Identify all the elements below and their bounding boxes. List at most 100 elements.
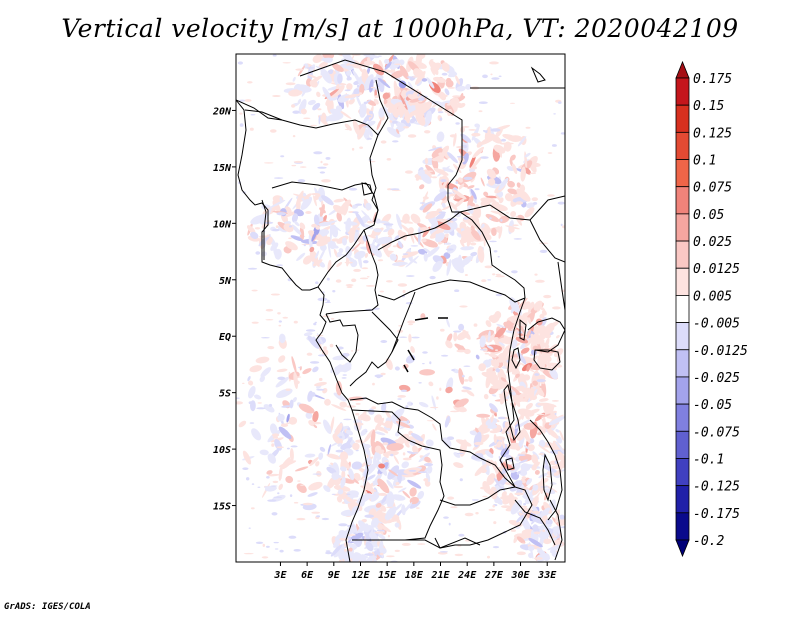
field-cell: [459, 478, 463, 482]
field-cell: [250, 114, 256, 116]
field-cell: [236, 401, 243, 405]
field-cell: [267, 345, 275, 350]
field-cell: [517, 297, 528, 310]
field-cell: [370, 238, 376, 250]
field-cell: [515, 336, 529, 344]
field-cell: [311, 511, 321, 514]
field-cell: [276, 446, 285, 449]
field-cell: [406, 275, 415, 277]
field-cell: [352, 442, 360, 451]
field-cell: [517, 454, 526, 456]
field-cell: [314, 250, 320, 261]
field-cell: [443, 242, 452, 245]
x-tick-label: 12E: [351, 570, 370, 581]
field-cell: [325, 551, 333, 555]
field-cell: [291, 224, 302, 235]
field-cell: [392, 245, 398, 248]
field-cell: [549, 368, 559, 380]
field-cell: [330, 317, 335, 320]
field-cell: [346, 63, 349, 66]
field-cell: [257, 402, 262, 404]
field-cell: [348, 98, 355, 105]
field-cell: [551, 144, 557, 147]
field-cell: [380, 340, 388, 343]
field-cell: [402, 490, 411, 499]
field-cell: [339, 466, 347, 472]
field-cell: [396, 213, 403, 230]
field-cell: [405, 255, 419, 268]
field-cell: [546, 428, 559, 439]
field-cell: [538, 439, 546, 448]
field-cell: [459, 239, 465, 248]
field-cell: [536, 379, 546, 383]
field-cell: [254, 394, 262, 400]
field-cell: [458, 533, 465, 537]
field-cell: [375, 502, 382, 508]
field-cell: [356, 84, 360, 88]
field-cell: [351, 503, 358, 505]
field-cell: [419, 184, 425, 190]
field-cell: [261, 337, 270, 339]
field-cell: [374, 531, 384, 534]
field-cell: [537, 402, 547, 406]
field-cell: [336, 261, 343, 268]
field-cell: [493, 144, 506, 154]
field-cell: [278, 426, 292, 440]
field-cell: [488, 133, 502, 144]
field-cell: [330, 89, 342, 98]
field-cell: [560, 223, 563, 227]
field-cell: [355, 412, 360, 416]
field-cell: [541, 325, 552, 336]
field-cell: [401, 89, 407, 99]
field-cell: [386, 491, 395, 509]
field-cell: [276, 212, 287, 216]
field-cell: [432, 423, 437, 431]
field-cell: [530, 516, 545, 525]
field-cell: [456, 85, 466, 92]
field-cell: [305, 329, 316, 332]
field-cell: [445, 386, 453, 394]
field-cell: [365, 285, 376, 287]
border-kenya: [557, 261, 565, 311]
field-cell: [271, 443, 275, 447]
field-cell: [363, 260, 369, 264]
field-cell: [293, 501, 299, 504]
field-cell: [502, 427, 512, 430]
field-cell: [485, 213, 500, 223]
field-cell: [292, 193, 310, 199]
field-cell: [263, 221, 274, 224]
field-cell: [268, 403, 273, 407]
field-cell: [478, 363, 487, 372]
field-cell: [271, 512, 278, 516]
field-cell: [351, 461, 363, 470]
field-cell: [496, 323, 506, 329]
field-cell: [503, 321, 514, 329]
field-cell: [464, 331, 469, 333]
field-cell: [539, 242, 549, 244]
field-cell: [363, 523, 369, 532]
field-cell: [312, 102, 321, 111]
field-cell: [467, 220, 473, 226]
field-cell: [540, 486, 550, 488]
border-zambia: [434, 486, 533, 549]
field-cell: [510, 211, 517, 218]
field-cell: [239, 112, 243, 115]
field-cell: [560, 526, 565, 529]
field-cell: [307, 99, 316, 106]
field-cell: [285, 475, 294, 484]
field-cell: [405, 405, 409, 409]
field-cell: [382, 442, 389, 446]
field-cell: [291, 356, 297, 373]
x-tick-label: 33E: [537, 570, 557, 581]
border-malawi: [549, 499, 563, 561]
field-cell: [278, 483, 283, 491]
field-cell: [490, 385, 501, 389]
field-cell: [277, 225, 288, 233]
field-cell: [498, 341, 505, 347]
field-cell: [360, 428, 368, 436]
field-cell: [420, 173, 432, 184]
y-axis: 20N 15N 10N 5N EQ 5S 10S 15S: [212, 106, 236, 513]
field-cell: [303, 332, 313, 337]
field-cell: [319, 261, 326, 268]
field-cell: [533, 531, 541, 535]
